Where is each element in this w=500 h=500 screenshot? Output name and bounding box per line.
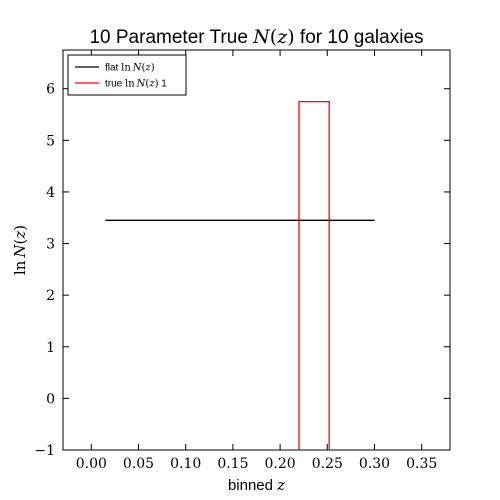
y-tick-label: 6: [46, 82, 55, 98]
y-tick-label: −1: [34, 443, 55, 459]
x-axis-label-text: binned z: [228, 476, 285, 494]
x-axis-ticks: 0.00 0.05 0.10 0.15 0.20 0.25 0.30 0.35: [76, 50, 437, 472]
x-tick-label: 0.20: [265, 456, 296, 472]
x-tick-label: 0.15: [217, 456, 248, 472]
x-axis-label: binned z: [228, 476, 285, 494]
x-tick-label: 0.10: [170, 456, 201, 472]
chart-title: 10 Parameter True N(z) for 10 galaxies: [89, 26, 423, 48]
legend: flat ln N(z) true ln N(z) 1: [67, 54, 187, 96]
y-axis-ticks: −1 0 1 2 3 4 5 6: [34, 82, 450, 459]
x-tick-label: 0.35: [406, 456, 437, 472]
y-tick-label: 5: [46, 133, 55, 149]
x-tick-label: 0.05: [123, 456, 154, 472]
chart-title-text: 10 Parameter True N(z) for 10 galaxies: [89, 26, 423, 48]
legend-box: [67, 54, 187, 96]
y-tick-label: 0: [46, 391, 55, 407]
y-axis-label: ln N(z): [11, 225, 29, 275]
legend-label-1: flat ln N(z): [105, 63, 155, 74]
y-tick-label: 3: [46, 237, 55, 253]
y-axis-label-text: ln N(z): [11, 225, 29, 275]
y-tick-label: 2: [46, 288, 55, 304]
x-tick-label: 0.30: [359, 456, 390, 472]
plot-area: [62, 49, 451, 451]
y-tick-label: 1: [46, 340, 55, 356]
x-tick-label: 0.25: [312, 456, 343, 472]
x-tick-label: 0.00: [76, 456, 107, 472]
series-line-2: [298, 100, 330, 450]
legend-label-2: true ln N(z) 1: [105, 79, 167, 90]
plot-frame: [62, 49, 451, 451]
y-tick-label: 4: [46, 185, 55, 201]
